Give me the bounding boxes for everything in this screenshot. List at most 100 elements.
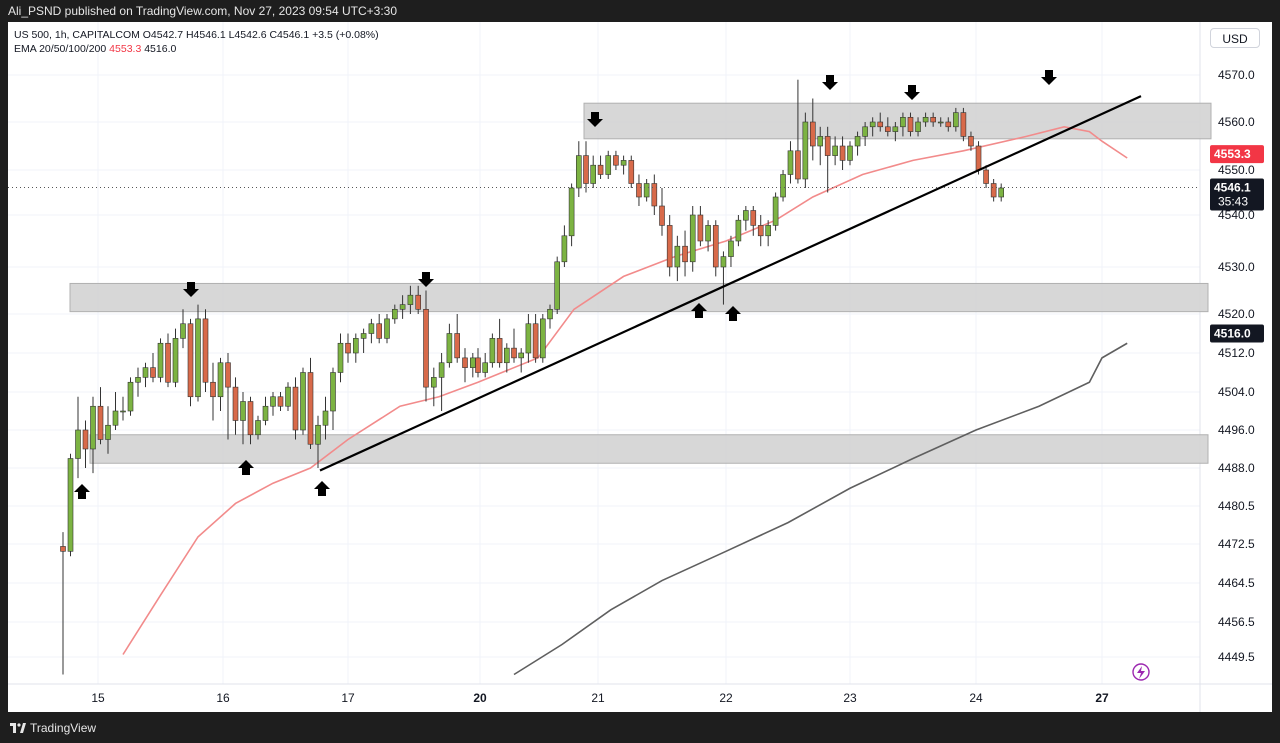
candle-body xyxy=(315,424,321,445)
arrow-down-icon xyxy=(822,75,838,90)
candle-body xyxy=(399,304,406,310)
candle-body xyxy=(75,429,81,459)
ema-label: EMA 20/50/100/200 xyxy=(14,43,107,55)
candle-body xyxy=(697,214,704,242)
candle-body xyxy=(583,155,589,184)
candle-body xyxy=(689,214,696,263)
arrow-up-icon xyxy=(725,306,741,321)
candle-body xyxy=(202,318,209,383)
price-tag-label: 4553.3 xyxy=(1214,147,1251,161)
symbol-ohlc-line: US 500, 1h, CAPITALCOM O4542.7 H4546.1 L… xyxy=(14,29,379,41)
candle-body xyxy=(469,357,476,368)
candle-body xyxy=(511,347,517,359)
candle-body xyxy=(568,187,575,237)
publisher-bar: Ali_PSND published on TradingView.com, N… xyxy=(0,0,1280,22)
y-tick-label: 4488.0 xyxy=(1218,461,1255,475)
candle-body xyxy=(438,362,445,378)
candle-body xyxy=(907,117,914,132)
candle-body xyxy=(787,150,794,175)
chart-frame[interactable]: 4570.0 4560.0 4550.0 4540.0 4530.0 4520.0 4512… xyxy=(8,22,1272,712)
candle-body xyxy=(142,367,149,378)
candle-body xyxy=(590,164,597,184)
candle-body xyxy=(82,429,89,450)
ema-value-fast: 4553.3 xyxy=(109,43,142,55)
candle-body xyxy=(998,187,1005,198)
arrow-down-icon xyxy=(418,272,434,287)
candle-body xyxy=(247,401,254,436)
countdown-label: 35:43 xyxy=(1218,195,1248,209)
candle-body xyxy=(945,121,952,128)
y-tick-label: 4560.0 xyxy=(1218,115,1255,129)
candle-body xyxy=(892,126,899,132)
candle-body xyxy=(210,381,216,398)
candle-body xyxy=(292,386,299,431)
currency-button[interactable]: USD xyxy=(1210,28,1260,48)
candle-body xyxy=(165,342,171,383)
x-tick-label: 17 xyxy=(341,691,355,705)
candle-body xyxy=(112,410,119,426)
candle-body xyxy=(532,323,539,359)
price-tag xyxy=(1210,178,1264,211)
x-tick-label: 27 xyxy=(1095,691,1109,705)
candle-body xyxy=(127,381,134,412)
arrow-up-icon xyxy=(74,484,90,499)
candle-body xyxy=(135,377,141,383)
candle-body xyxy=(922,117,929,123)
candle-body xyxy=(330,372,336,412)
candle-body xyxy=(454,333,461,359)
arrow-down-icon xyxy=(904,85,920,100)
price-tag-label: 4546.1 xyxy=(1214,181,1251,195)
x-tick-label: 15 xyxy=(91,691,105,705)
candle-body xyxy=(975,145,982,171)
candle-body xyxy=(953,112,959,128)
candle-body xyxy=(620,160,627,166)
candle-body xyxy=(187,323,194,398)
arrow-down-icon xyxy=(587,112,603,127)
candle-body xyxy=(217,362,224,398)
y-tick-label: 4530.0 xyxy=(1218,260,1255,274)
candle-body xyxy=(255,420,261,436)
candle-body xyxy=(809,121,816,147)
price-tag-label: 4516.0 xyxy=(1214,327,1251,341)
candle-body xyxy=(277,396,284,407)
candle-body xyxy=(613,155,619,166)
arrow-down-icon xyxy=(183,282,199,297)
candle-body xyxy=(869,121,876,128)
y-tick-label: 4464.5 xyxy=(1218,576,1255,590)
candle-body xyxy=(817,136,824,147)
candle-body xyxy=(503,347,510,364)
x-tick-label: 22 xyxy=(719,691,733,705)
candle-body xyxy=(743,210,749,221)
candle-body xyxy=(915,121,921,132)
candle-body xyxy=(407,294,414,305)
candle-body xyxy=(772,196,779,226)
candle-body xyxy=(262,405,269,421)
candle-body xyxy=(180,323,186,339)
ema-slow-line xyxy=(513,342,1128,676)
arrow-up-icon xyxy=(238,460,254,475)
candle-body xyxy=(824,136,831,156)
x-tick-label: 21 xyxy=(591,691,605,705)
candle-body xyxy=(854,136,861,147)
candle-body xyxy=(636,183,642,198)
candle-body xyxy=(415,294,422,310)
candle-body xyxy=(270,396,276,407)
candle-body xyxy=(496,338,503,364)
candle-body xyxy=(659,205,665,226)
candle-body xyxy=(97,405,104,440)
lightning-icon xyxy=(1132,663,1150,681)
lightning-bolt-icon xyxy=(1137,666,1145,679)
y-tick-label: 4456.5 xyxy=(1218,615,1255,629)
y-tick-label: 4480.5 xyxy=(1218,499,1255,513)
tradingview-logo[interactable]: TradingView xyxy=(10,721,96,735)
candle-body xyxy=(884,126,891,132)
candle-body xyxy=(195,318,201,398)
price-chart[interactable]: 4570.0 4560.0 4550.0 4540.0 4530.0 4520.0 4512… xyxy=(8,22,1272,712)
candle-body xyxy=(539,318,546,359)
candle-body xyxy=(157,342,164,378)
chart-legend: US 500, 1h, CAPITALCOM O4542.7 H4546.1 L… xyxy=(14,28,379,56)
x-tick-label: 16 xyxy=(216,691,230,705)
candle-body xyxy=(525,323,532,354)
y-tick-label: 4512.0 xyxy=(1218,346,1255,360)
candle-body xyxy=(651,183,658,207)
